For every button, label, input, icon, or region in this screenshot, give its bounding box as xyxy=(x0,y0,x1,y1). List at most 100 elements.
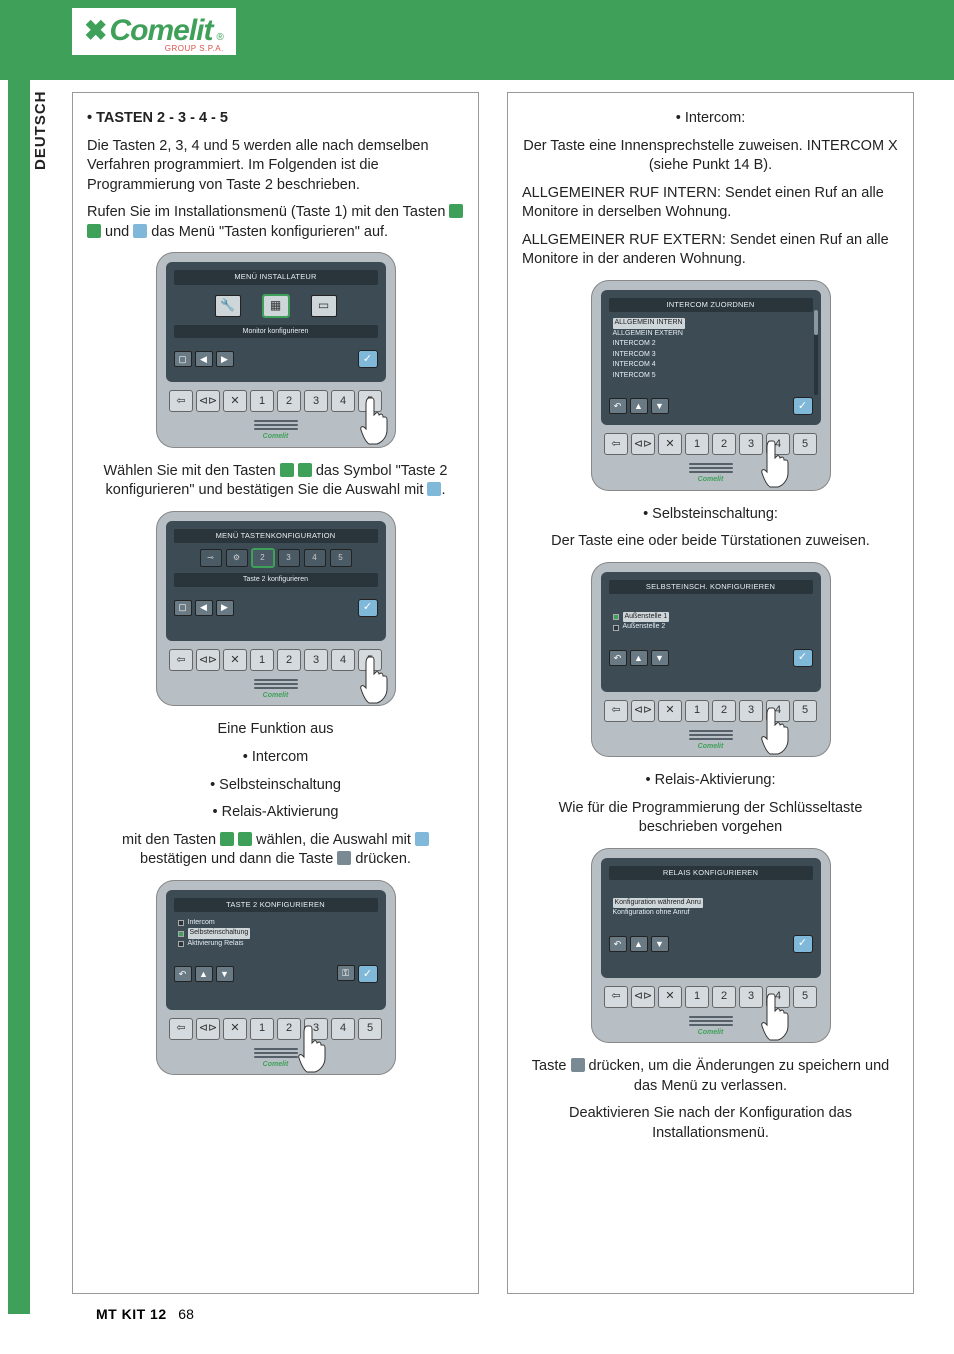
brand-logo: ✖ Comelit ® GROUP S.P.A. xyxy=(72,8,236,55)
nav-left-icon: ▢ xyxy=(174,600,192,616)
hard-button: ⊲⊳ xyxy=(631,433,655,455)
hard-button: 2 xyxy=(712,986,736,1008)
hard-button: ⇦ xyxy=(169,649,193,671)
hard-button: 1 xyxy=(250,390,274,412)
speaker-icon xyxy=(689,1016,733,1026)
up-arrow-icon: ▲ xyxy=(195,966,213,982)
monitor-icon: ▦ xyxy=(263,295,289,317)
text: mit den Tasten xyxy=(122,832,216,848)
device-illustration: TASTE 2 KONFIGURIEREN Intercom Selbstein… xyxy=(156,880,396,1075)
text: wählen, die Auswahl mit xyxy=(256,832,411,848)
logo-mark-icon: ✖ xyxy=(84,14,105,47)
top-bar: ✖ Comelit ® GROUP S.P.A. xyxy=(0,0,954,80)
footer-model: MT KIT 12 xyxy=(96,1306,167,1322)
screen-subtitle: Taste 2 konfigurieren xyxy=(174,573,378,586)
text: und xyxy=(105,224,129,240)
speaker-icon xyxy=(689,463,733,473)
hard-button: 4 xyxy=(331,649,355,671)
device-illustration: MENÜ TASTENKONFIGURATION ⊸ ⚙ 2 3 4 5 Tas… xyxy=(156,511,396,706)
hard-button: 4 xyxy=(766,986,790,1008)
paragraph: Die Tasten 2, 3, 4 und 5 werden alle nac… xyxy=(87,137,464,196)
back-icon: ↶ xyxy=(609,650,627,666)
back-icon: ↶ xyxy=(609,936,627,952)
nav-left-icon: ◀ xyxy=(195,600,213,616)
nav-left-icon: ◀ xyxy=(195,351,213,367)
right-arrow-icon xyxy=(87,224,101,238)
device-illustration: RELAIS KONFIGURIEREN Konfiguration währe… xyxy=(591,848,831,1043)
hard-button: 4 xyxy=(766,700,790,722)
thumb-icon: 4 xyxy=(304,549,326,567)
option: Aktivierung Relais xyxy=(188,939,244,950)
text: Wählen Sie mit den Tasten xyxy=(104,463,276,479)
paragraph: Der Taste eine oder beide Türstationen z… xyxy=(522,532,899,552)
hard-button: ⊲⊳ xyxy=(631,986,655,1008)
up-arrow-icon: ▲ xyxy=(630,650,648,666)
paragraph: ALLGEMEINER RUF EXTERN: Sendet einen Ruf… xyxy=(522,231,899,270)
hard-button: 1 xyxy=(685,700,709,722)
scrollbar xyxy=(814,310,818,395)
subhead: • Intercom: xyxy=(522,109,899,129)
option: INTERCOM 2 xyxy=(613,339,656,350)
up-arrow-icon: ▲ xyxy=(630,936,648,952)
text: . xyxy=(441,482,445,498)
hard-button-row: ⇦ ⊲⊳ ✕ 1 2 3 4 5 xyxy=(166,1018,386,1040)
hard-button: 2 xyxy=(712,700,736,722)
nav-left-icon: ▢ xyxy=(174,351,192,367)
hard-button: 3 xyxy=(739,986,763,1008)
down-arrow-icon xyxy=(238,832,252,846)
func-intro: Eine Funktion aus xyxy=(87,720,464,740)
device-logo: Comelit xyxy=(166,691,386,700)
device-logo: Comelit xyxy=(166,432,386,441)
back-icon: ↶ xyxy=(174,966,192,982)
option: ALLGEMEIN INTERN xyxy=(613,318,685,329)
option: Außenstelle 2 xyxy=(623,622,666,633)
hard-button-row: ⇦ ⊲⊳ ✕ 1 2 3 4 5 xyxy=(166,649,386,671)
nav-right-icon: ▶ xyxy=(216,600,234,616)
hard-button: 3 xyxy=(304,1018,328,1040)
left-column: • TASTEN 2 - 3 - 4 - 5 Die Tasten 2, 3, … xyxy=(72,92,479,1294)
screen-title: RELAIS KONFIGURIEREN xyxy=(609,866,813,880)
down-arrow-icon: ▼ xyxy=(651,650,669,666)
screen-title: MENÜ INSTALLATEUR xyxy=(174,270,378,284)
hard-button: 2 xyxy=(277,1018,301,1040)
text: drücken. xyxy=(355,851,411,867)
hard-button: 1 xyxy=(250,649,274,671)
up-arrow-icon: ▲ xyxy=(630,398,648,414)
up-arrow-icon xyxy=(220,832,234,846)
speaker-icon xyxy=(254,1048,298,1058)
subhead: • Relais-Aktivierung: xyxy=(522,771,899,791)
hard-button: 5 xyxy=(793,433,817,455)
hard-button: ⇦ xyxy=(604,433,628,455)
speaker-icon xyxy=(254,420,298,430)
text: Rufen Sie im Installationsmenü (Taste 1)… xyxy=(87,204,445,220)
option: Selbsteinschaltung xyxy=(188,928,251,939)
hard-button: 4 xyxy=(331,390,355,412)
down-arrow-icon: ▼ xyxy=(216,966,234,982)
paragraph: Deaktivieren Sie nach der Konfiguration … xyxy=(522,1104,899,1143)
func-item: • Relais-Aktivierung xyxy=(87,803,464,823)
hard-button: 5 xyxy=(793,986,817,1008)
paragraph: ALLGEMEINER RUF INTERN: Sendet einen Ruf… xyxy=(522,184,899,223)
confirm-icon: ✓ xyxy=(793,935,813,953)
hard-button: ⇦ xyxy=(604,986,628,1008)
hard-button: 1 xyxy=(685,986,709,1008)
hard-button: ✕ xyxy=(223,1018,247,1040)
screen-subtitle: Monitor konfigurieren xyxy=(174,325,378,338)
device-logo: Comelit xyxy=(601,475,821,484)
page-footer: MT KIT 12 68 xyxy=(96,1306,194,1322)
language-label: DEUTSCH xyxy=(32,90,49,170)
hard-button-row: ⇦ ⊲⊳ ✕ 1 2 3 4 5 xyxy=(601,433,821,455)
hard-button: ✕ xyxy=(223,649,247,671)
paragraph: mit den Tasten wählen, die Auswahl mit b… xyxy=(87,831,464,870)
paragraph: Rufen Sie im Installationsmenü (Taste 1)… xyxy=(87,203,464,242)
option: INTERCOM 4 xyxy=(613,360,656,371)
speaker-icon xyxy=(689,730,733,740)
hard-button: ✕ xyxy=(658,433,682,455)
hard-button: 4 xyxy=(331,1018,355,1040)
option: INTERCOM 3 xyxy=(613,350,656,361)
hard-button: 2 xyxy=(712,433,736,455)
subhead: • Selbsteinschaltung: xyxy=(522,505,899,525)
key-icon: ⚿ xyxy=(337,965,355,981)
thumb-icon: ⊸ xyxy=(200,549,222,567)
confirm-icon: ✓ xyxy=(793,397,813,415)
